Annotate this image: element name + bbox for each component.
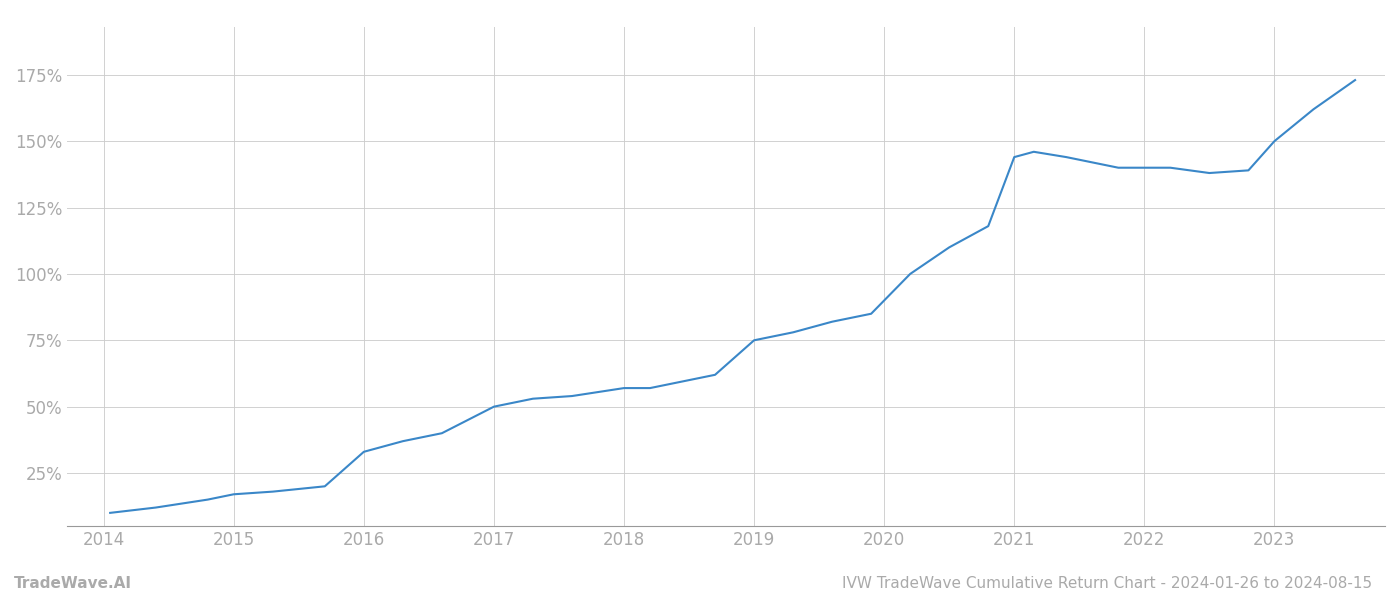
Text: TradeWave.AI: TradeWave.AI (14, 576, 132, 591)
Text: IVW TradeWave Cumulative Return Chart - 2024-01-26 to 2024-08-15: IVW TradeWave Cumulative Return Chart - … (841, 576, 1372, 591)
